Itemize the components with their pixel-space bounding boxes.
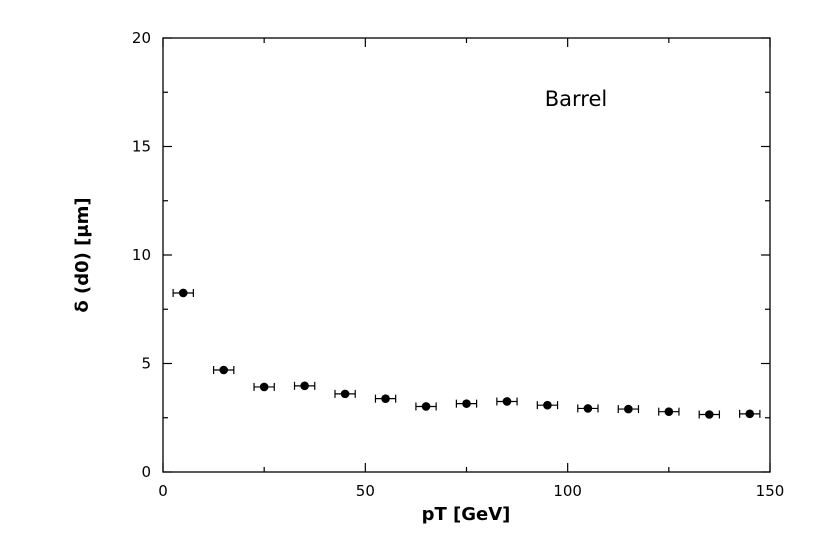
data-point — [374, 394, 397, 403]
data-point — [536, 400, 559, 410]
point-marker — [340, 389, 350, 399]
axis-tick-labels: 0 50 100 150 0 5 10 15 20 — [132, 29, 784, 500]
point-marker — [421, 402, 431, 411]
point-marker — [462, 399, 471, 408]
point-marker — [381, 394, 390, 403]
y-tick-label: 5 — [141, 355, 151, 373]
y-tick-label: 20 — [132, 29, 151, 47]
point-marker — [745, 409, 755, 419]
y-axis-title: δ (d0) [μm] — [72, 197, 93, 312]
x-tick-label: 0 — [158, 482, 168, 500]
data-point — [415, 402, 437, 411]
data-point — [739, 409, 761, 419]
x-tick-label: 150 — [756, 482, 785, 500]
point-marker — [259, 382, 269, 392]
point-marker — [219, 365, 228, 375]
point-marker — [583, 404, 593, 413]
data-point — [293, 381, 316, 391]
y-tick-label: 10 — [132, 246, 151, 264]
data-point — [698, 410, 721, 419]
x-axis-title: pT [GeV] — [422, 504, 511, 525]
point-marker — [300, 381, 309, 391]
point-marker — [543, 400, 552, 410]
data-point — [658, 407, 680, 416]
point-marker — [178, 288, 188, 298]
point-marker — [502, 397, 512, 406]
data-point — [334, 389, 356, 399]
x-tick-label: 100 — [553, 482, 582, 500]
data-point — [253, 382, 275, 392]
data-point — [172, 288, 194, 298]
data-point — [496, 397, 518, 406]
x-tick-label: 50 — [356, 482, 375, 500]
y-tick-label: 0 — [141, 463, 151, 481]
y-tick-label: 15 — [132, 138, 151, 156]
axis-ticks — [162, 37, 771, 473]
annotation-barrel: Barrel — [545, 87, 607, 111]
data-point — [455, 399, 478, 408]
point-marker — [705, 410, 714, 419]
data-point — [617, 404, 640, 414]
data-point — [577, 404, 599, 413]
point-marker — [624, 404, 633, 414]
point-marker — [664, 407, 674, 416]
data-point — [212, 365, 235, 375]
data-points — [172, 288, 761, 419]
